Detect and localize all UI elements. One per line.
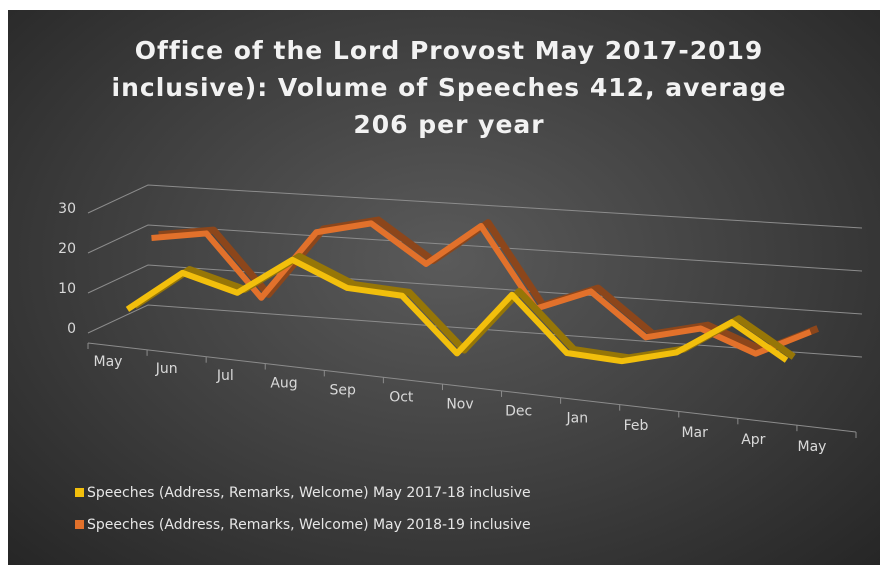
x-tick-label: Nov <box>446 397 473 413</box>
y-tick-label: 30 <box>58 201 76 217</box>
legend-swatch <box>75 488 84 497</box>
x-tick-label: Jan <box>566 411 589 427</box>
x-tick-label: May <box>798 439 827 455</box>
x-tick-label: Feb <box>624 418 649 434</box>
grid-line <box>87 304 863 358</box>
y-tick-label: 0 <box>67 321 76 337</box>
series-line <box>151 220 812 357</box>
chart-title: Office of the Lord Provost May 2017-2019… <box>111 36 787 139</box>
x-tick-label: Jul <box>216 368 234 384</box>
legend-label: Speeches (Address, Remarks, Welcome) May… <box>87 517 531 533</box>
chart-background <box>8 10 880 565</box>
legend-label: Speeches (Address, Remarks, Welcome) May… <box>87 485 531 501</box>
x-tick-label: Jun <box>155 361 178 377</box>
legend-swatch <box>75 520 84 529</box>
x-tick-label: Oct <box>389 389 414 405</box>
x-tick-label: Sep <box>329 382 356 398</box>
x-axis-line <box>87 342 857 433</box>
grid-line <box>87 264 863 315</box>
grid-line <box>87 184 863 229</box>
x-tick-label: Dec <box>505 404 532 420</box>
y-tick-label: 20 <box>58 241 76 257</box>
x-tick-label: Aug <box>270 375 297 391</box>
y-tick-label: 10 <box>58 281 76 297</box>
x-tick-label: Apr <box>741 432 765 448</box>
x-tick-label: Mar <box>681 425 708 441</box>
x-tick-label: May <box>94 354 123 370</box>
series-line <box>125 256 789 365</box>
ribbon-side <box>158 216 820 354</box>
grid-line <box>87 224 863 272</box>
